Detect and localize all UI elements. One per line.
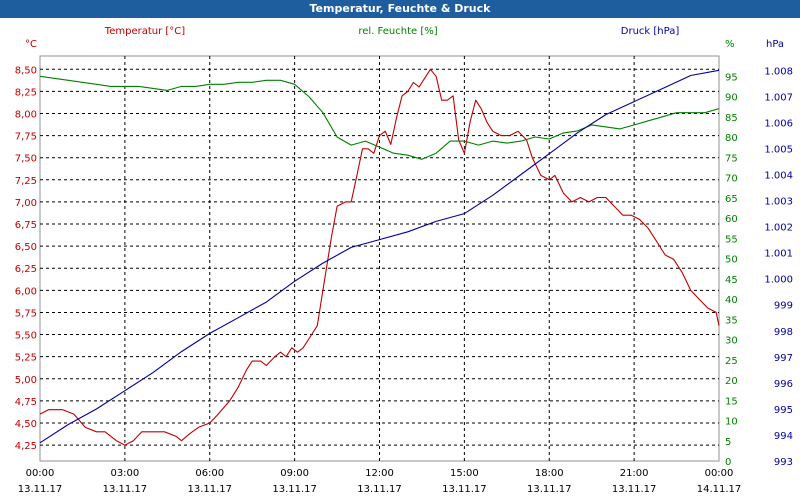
pressure-tick: 1.007 — [764, 92, 793, 103]
series-lines — [39, 68, 720, 446]
pressure-tick: 993 — [774, 457, 793, 468]
temperature-tick: 6,75 — [15, 220, 37, 231]
humidity-unit: % — [725, 39, 735, 50]
humidity-tick: 5 — [725, 437, 731, 448]
temperature-tick: 6,25 — [15, 264, 37, 275]
humidity-axis-label: rel. Feuchte [%] — [358, 26, 437, 37]
temperature-tick: 6,50 — [15, 242, 37, 253]
humidity-series — [39, 75, 720, 160]
x-tick-time: 09:00 — [280, 468, 309, 479]
x-tick-time: 00:00 — [26, 468, 55, 479]
temperature-tick: 7,00 — [15, 198, 37, 209]
x-tick-date: 13.11.17 — [187, 484, 232, 495]
pressure-axis-label: Druck [hPa] — [621, 26, 680, 37]
pressure-series — [39, 69, 720, 444]
x-tick-time: 21:00 — [620, 468, 649, 479]
pressure-tick: 1.008 — [764, 66, 793, 77]
x-tick-time: 00:00 — [705, 468, 734, 479]
pressure-tick: 1.001 — [764, 249, 793, 260]
temperature-tick: 5,50 — [15, 331, 37, 342]
x-tick-date: 13.11.17 — [18, 484, 63, 495]
temperature-tick: 4,75 — [15, 397, 37, 408]
chart-title: Temperatur, Feuchte & Druck — [0, 0, 800, 18]
x-tick-time: 15:00 — [450, 468, 479, 479]
axis-ticks: 00:00 13.11.17 03:00 13.11.17 06:00 13.11.17 0… — [15, 65, 793, 495]
pressure-tick: 999 — [774, 301, 793, 312]
humidity-tick: 0 — [725, 457, 731, 468]
x-tick-date: 13.11.17 — [442, 484, 487, 495]
humidity-tick: 35 — [725, 315, 738, 326]
temperature-tick: 4,25 — [15, 441, 37, 452]
temperature-tick: 8,25 — [15, 87, 37, 98]
humidity-tick: 45 — [725, 275, 738, 286]
temperature-tick: 5,00 — [15, 375, 37, 386]
x-tick-date: 14.11.17 — [697, 484, 742, 495]
humidity-tick: 65 — [725, 194, 738, 205]
humidity-tick: 55 — [725, 234, 738, 245]
x-tick-date: 13.11.17 — [103, 484, 148, 495]
pressure-tick: 1.004 — [764, 171, 793, 182]
temperature-tick: 7,50 — [15, 154, 37, 165]
temperature-tick: 6,00 — [15, 286, 37, 297]
humidity-tick: 90 — [725, 93, 738, 104]
x-tick-time: 12:00 — [365, 468, 394, 479]
humidity-tick: 10 — [725, 417, 738, 428]
temperature-series — [39, 68, 720, 446]
humidity-tick: 20 — [725, 376, 738, 387]
temperature-tick: 4,50 — [15, 419, 37, 430]
humidity-tick: 75 — [725, 153, 738, 164]
pressure-unit: hPa — [766, 39, 784, 50]
humidity-tick: 40 — [725, 295, 738, 306]
x-tick-date: 13.11.17 — [612, 484, 657, 495]
pressure-tick: 998 — [774, 327, 793, 338]
humidity-tick: 60 — [725, 214, 738, 225]
humidity-tick: 95 — [725, 72, 738, 83]
temperature-tick: 7,25 — [15, 176, 37, 187]
pressure-tick: 1.005 — [764, 144, 793, 155]
humidity-tick: 30 — [725, 336, 738, 347]
humidity-tick: 50 — [725, 255, 738, 266]
pressure-tick: 1.006 — [764, 118, 793, 129]
humidity-tick: 85 — [725, 113, 738, 124]
temperature-tick: 7,75 — [15, 132, 37, 143]
humidity-tick: 25 — [725, 356, 738, 367]
temperature-tick: 8,50 — [15, 65, 37, 76]
x-tick-time: 06:00 — [195, 468, 224, 479]
x-tick-date: 13.11.17 — [527, 484, 572, 495]
x-tick-time: 18:00 — [535, 468, 564, 479]
grid — [40, 56, 719, 461]
x-tick-date: 13.11.17 — [357, 484, 402, 495]
humidity-tick: 70 — [725, 174, 738, 185]
humidity-tick: 15 — [725, 396, 738, 407]
pressure-tick: 1.003 — [764, 197, 793, 208]
temperature-tick: 5,25 — [15, 353, 37, 364]
pressure-tick: 1.002 — [764, 223, 793, 234]
temperature-axis-label: Temperatur [°C] — [104, 26, 185, 37]
pressure-tick: 1.000 — [764, 275, 793, 286]
temperature-tick: 5,75 — [15, 308, 37, 319]
x-tick-date: 13.11.17 — [272, 484, 317, 495]
pressure-tick: 995 — [774, 405, 793, 416]
humidity-tick: 80 — [725, 133, 738, 144]
pressure-tick: 996 — [774, 379, 793, 390]
x-tick-time: 03:00 — [110, 468, 139, 479]
pressure-tick: 994 — [774, 431, 793, 442]
temperature-unit: °C — [25, 39, 37, 50]
pressure-tick: 997 — [774, 353, 793, 364]
temperature-tick: 8,00 — [15, 109, 37, 120]
